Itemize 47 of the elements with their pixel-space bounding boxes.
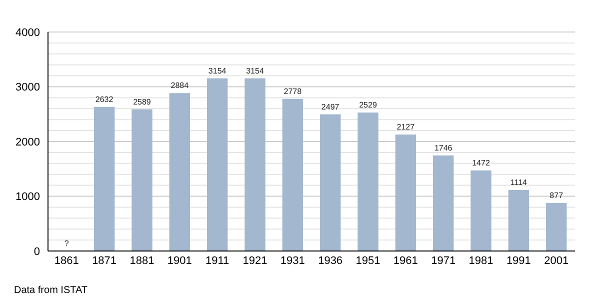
data-label: 2778 [284,86,302,96]
bar [508,190,530,251]
bar [546,202,567,251]
data-label: 1114 [510,178,528,188]
data-label: 2529 [359,100,378,110]
bar [282,98,304,251]
data-label: 1746 [434,143,453,152]
x-tick-label: 1991 [506,255,531,267]
x-tick-label: 1911 [205,255,230,267]
bar [169,93,190,251]
data-label: 3154 [208,66,227,76]
data-label: 877 [550,190,564,200]
data-label: 2589 [133,97,152,106]
x-tick-label: 1971 [431,255,456,267]
x-tick-label: 1861 [54,255,79,267]
x-tick-label: 1981 [468,255,494,267]
bar [395,134,416,251]
y-tick-label: 4000 [16,26,40,39]
x-tick-label: 1881 [130,255,154,267]
data-label: 2497 [321,102,340,112]
data-label: 2884 [170,81,190,90]
x-tick-label: 1871 [92,255,117,267]
bar [244,78,266,251]
x-tick-label: 1931 [280,255,305,267]
bar [206,78,228,251]
y-tick-label: 0 [34,246,40,258]
data-label: 1472 [472,158,490,168]
text: ? [64,239,69,248]
data-label: 2127 [396,122,416,132]
y-tick-label: 1000 [16,191,40,204]
x-tick-label: 1921 [242,255,268,267]
bar [132,109,152,251]
y-tick-label: 3000 [16,82,40,94]
x-tick-label: 1901 [167,255,192,267]
bar [432,155,454,251]
text: Data from ISTAT [14,285,88,296]
x-tick-label: 2001 [544,255,569,267]
bar [94,106,115,251]
x-tick-label: 1936 [318,255,343,267]
x-tick-label: 1951 [356,255,380,267]
bar [470,170,492,251]
y-tick-label: 2000 [16,136,40,148]
bar [320,114,341,251]
bar [358,112,378,251]
data-label: 2632 [95,94,114,104]
data-label: 3154 [246,66,264,76]
x-tick-label: 1961 [393,255,418,267]
